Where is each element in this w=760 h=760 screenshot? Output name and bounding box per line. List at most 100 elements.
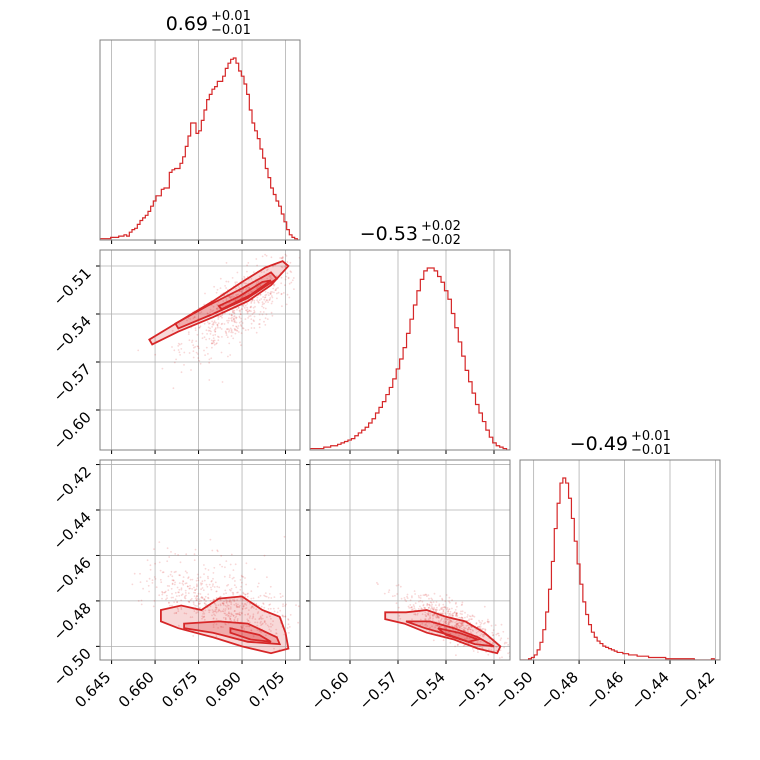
sample-point (212, 626, 215, 628)
sample-point (238, 287, 241, 289)
sample-point (162, 571, 165, 574)
sample-point (463, 627, 466, 630)
sample-point (449, 615, 452, 617)
sample-point (181, 582, 184, 585)
sample-point (225, 280, 228, 283)
sample-point (207, 312, 209, 315)
sample-point (498, 657, 501, 659)
sample-point (171, 582, 174, 585)
panel-frame (99, 459, 301, 661)
sample-point (230, 296, 233, 298)
sample-point (460, 604, 463, 606)
sample-point (171, 346, 173, 348)
sample-point (155, 586, 158, 589)
sample-point (188, 600, 191, 603)
sample-point (444, 605, 446, 608)
sample-point (250, 277, 253, 280)
sample-point (170, 596, 173, 599)
sample-point (287, 619, 290, 621)
sample-point (241, 327, 244, 329)
sample-point (241, 308, 244, 310)
sample-point (451, 621, 454, 623)
sample-point (243, 277, 246, 279)
sample-point (228, 313, 231, 316)
sample-point (430, 601, 433, 604)
sample-point (268, 299, 271, 301)
sample-point (238, 306, 240, 309)
sample-point (221, 336, 223, 338)
sample-point (467, 631, 469, 633)
sample-point (231, 320, 233, 322)
sample-point (500, 665, 502, 667)
sample-point (470, 618, 472, 621)
sample-point (472, 647, 474, 650)
sample-point (455, 625, 457, 628)
sample-point (247, 592, 249, 595)
sample-point (225, 602, 228, 604)
title-param-3: −0.49 +0.01−0.01 (570, 429, 671, 458)
sample-point (410, 608, 413, 611)
sample-point (423, 606, 426, 609)
sample-point (200, 582, 202, 585)
sample-point (199, 606, 201, 609)
sample-point (231, 277, 234, 279)
sample-point (426, 612, 429, 615)
sample-point (447, 612, 449, 614)
sample-point (427, 613, 430, 616)
sample-point (180, 608, 183, 611)
sample-point (208, 322, 211, 325)
sample-point (435, 601, 438, 603)
sample-point (230, 314, 233, 316)
sample-point (455, 612, 458, 614)
sample-point (490, 624, 493, 627)
sample-point (164, 590, 167, 593)
sample-point (170, 570, 173, 573)
sample-point (185, 594, 187, 597)
sample-point (202, 613, 204, 615)
sample-point (437, 615, 440, 618)
sample-point (253, 315, 256, 318)
x-tick-label: −0.50 (491, 668, 536, 713)
sample-point (223, 575, 226, 578)
sample-point (205, 329, 208, 332)
sample-point (481, 635, 484, 637)
sample-point (263, 619, 266, 622)
sample-point (383, 592, 386, 595)
sample-point (198, 359, 201, 362)
sample-point (300, 614, 302, 616)
sample-point (244, 593, 247, 596)
sample-point (153, 600, 156, 602)
sample-point (471, 629, 474, 631)
sample-point (288, 632, 290, 634)
sample-point (424, 611, 427, 614)
sample-point (213, 610, 216, 613)
sample-point (234, 610, 236, 612)
sample-point (460, 610, 462, 613)
sample-point (282, 256, 284, 259)
sample-point (205, 338, 208, 341)
sample-point (500, 623, 503, 626)
sample-point (207, 593, 210, 596)
sample-point (464, 616, 466, 619)
sample-point (228, 612, 231, 615)
sample-point (481, 620, 484, 622)
sample-point (257, 300, 259, 303)
sample-point (394, 594, 396, 597)
sample-point (287, 623, 290, 626)
sample-point (244, 602, 247, 605)
sample-point (270, 302, 273, 305)
sample-point (442, 620, 445, 623)
sample-point (264, 296, 267, 299)
sample-point (455, 623, 458, 626)
sample-point (216, 323, 219, 326)
sample-point (235, 316, 238, 319)
sample-point (448, 600, 450, 603)
sample-point (269, 623, 272, 625)
sample-point (458, 626, 461, 629)
sample-point (248, 621, 251, 624)
sample-point (202, 589, 205, 592)
sample-point (431, 598, 434, 601)
sample-point (273, 647, 275, 650)
sample-point (243, 275, 246, 278)
